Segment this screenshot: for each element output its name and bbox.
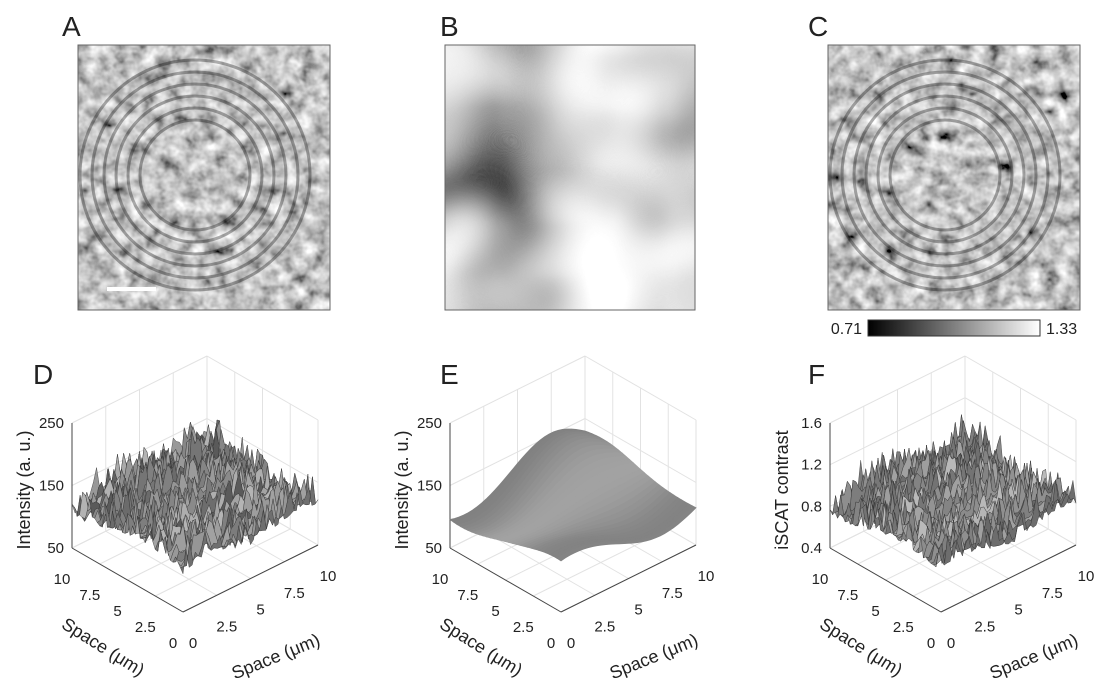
z-tick-label: 50 <box>425 540 442 557</box>
x-tick-label: 7.5 <box>284 585 305 602</box>
y-tick-label: 0 <box>169 635 177 652</box>
y-tick-label: 0 <box>547 635 555 652</box>
surface-plot: 50 150 250 0 2.5 5 7.5 10 0 2.5 5 7.5 10 Intensity (a… <box>392 355 715 684</box>
image-texture <box>445 45 695 310</box>
image-texture <box>828 45 1080 310</box>
z-tick-label: 250 <box>39 415 64 432</box>
z-axis-label: Intensity (a. u.) <box>14 430 34 549</box>
colorbar <box>867 319 1041 337</box>
x-tick-label: 10 <box>698 568 715 585</box>
colorbar-min: 0.71 <box>831 321 862 338</box>
y-tick-label: 2.5 <box>135 619 156 636</box>
x-tick-label: 10 <box>320 568 337 585</box>
x-axis-label: Space (μm) <box>229 630 323 684</box>
z-tick-label: 150 <box>39 478 64 495</box>
image-c <box>827 44 1081 311</box>
z-axis-label: Intensity (a. u.) <box>392 430 412 549</box>
z-tick-label: 250 <box>417 415 442 432</box>
image-texture <box>78 45 330 310</box>
x-axis-label: Space (μm) <box>607 630 701 684</box>
image-frame <box>444 44 696 311</box>
panel-letter: D <box>33 359 53 390</box>
x-tick-label: 0 <box>947 635 955 652</box>
z-tick-label: 1.2 <box>801 457 822 474</box>
y-tick-label: 2.5 <box>893 619 914 636</box>
y-axis <box>449 547 562 613</box>
z-tick-label: 50 <box>47 540 64 557</box>
y-grid-line <box>913 528 1049 597</box>
x-tick-label: 7.5 <box>1042 585 1063 602</box>
y-tick-label: 0 <box>927 635 935 652</box>
x-tick-label: 7.5 <box>662 585 683 602</box>
x-tick-label: 5 <box>634 602 642 619</box>
fringes <box>78 58 312 292</box>
panel-letter: F <box>808 359 825 390</box>
y-tick-label: 7.5 <box>457 587 478 604</box>
y-tick-label: 5 <box>871 603 879 620</box>
x-tick-label: 10 <box>1078 568 1095 585</box>
x-tick-label: 2.5 <box>216 618 237 635</box>
y-tick-label: 5 <box>491 603 499 620</box>
z-axis-label: iSCAT contrast <box>772 430 792 549</box>
panel-letter: B <box>440 11 459 42</box>
x-axis <box>560 544 697 613</box>
y-tick-label: 2.5 <box>513 619 534 636</box>
x-tick-label: 2.5 <box>974 618 995 635</box>
x-tick-label: 0 <box>567 635 575 652</box>
x-tick-label: 2.5 <box>594 618 615 635</box>
y-axis <box>71 547 184 613</box>
x-axis <box>940 544 1077 613</box>
surface-strip <box>938 480 1077 566</box>
panel-letter: E <box>440 359 459 390</box>
z-tick-label: 150 <box>417 478 442 495</box>
colorbar-max: 1.33 <box>1046 321 1077 338</box>
surface-plot: 50 150 250 0 2.5 5 7.5 10 0 2.5 5 7.5 10 Intensity (a… <box>14 355 337 684</box>
image-a <box>77 44 331 311</box>
panel-letter: A <box>62 11 81 42</box>
y-tick-label: 10 <box>54 571 71 588</box>
y-tick-label: 7.5 <box>837 587 858 604</box>
surface-strip <box>556 505 697 562</box>
x-tick-label: 0 <box>189 635 197 652</box>
image-frame <box>827 44 1081 311</box>
y-tick-label: 10 <box>812 571 829 588</box>
x-axis <box>182 544 319 613</box>
y-tick-label: 10 <box>432 571 449 588</box>
panel-letter: C <box>808 11 828 42</box>
y-tick-label: 5 <box>113 603 121 620</box>
x-tick-label: 5 <box>256 602 264 619</box>
z-tick-label: 0.4 <box>801 540 822 557</box>
y-tick-label: 7.5 <box>79 587 100 604</box>
z-tick-label: 0.8 <box>801 498 822 515</box>
surface-plot: 0.4 0.8 1.2 1.6 0 2.5 5 7.5 10 0 2.5 5 7.5 10 iSCAT co… <box>772 355 1095 684</box>
y-axis <box>829 547 942 613</box>
x-axis-label: Space (μm) <box>987 630 1081 684</box>
x-tick-label: 5 <box>1014 602 1022 619</box>
y-grid-line <box>155 528 291 597</box>
image-frame <box>77 44 331 311</box>
fringes <box>828 58 1062 292</box>
z-tick-label: 1.6 <box>801 415 822 432</box>
surface-strip <box>180 476 319 575</box>
image-b <box>444 44 696 311</box>
